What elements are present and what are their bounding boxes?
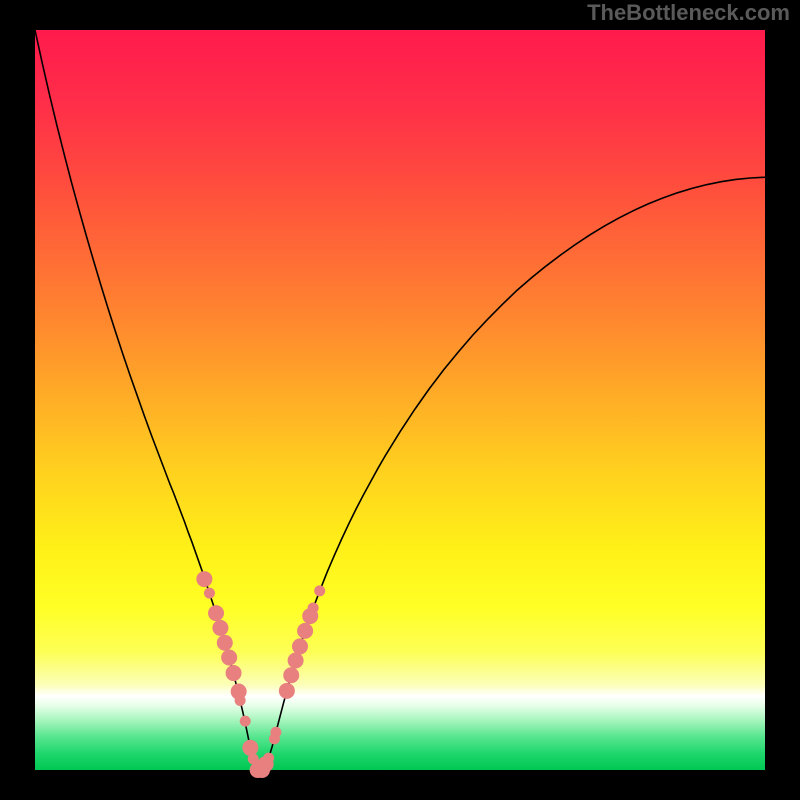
bottleneck-chart <box>0 0 800 800</box>
attribution-text: TheBottleneck.com <box>587 0 790 26</box>
chart-stage: TheBottleneck.com <box>0 0 800 800</box>
